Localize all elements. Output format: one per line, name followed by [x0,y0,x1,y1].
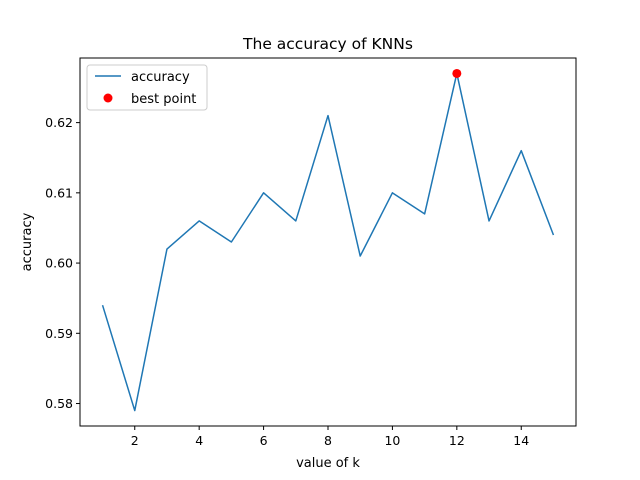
x-tick-label: 10 [384,433,400,448]
y-tick-label: 0.61 [45,185,73,200]
x-tick-label: 4 [195,433,203,448]
x-tick-label: 6 [260,433,268,448]
legend: accuracy best point [86,64,208,111]
legend-label-best-point: best point [131,92,196,107]
x-axis-label: value of k [296,456,360,471]
y-axis-label: accuracy [20,212,35,271]
y-tick-label: 0.60 [45,256,73,271]
x-axis: 2 4 6 8 10 12 14 [131,426,529,448]
y-tick-label: 0.62 [45,115,73,130]
y-tick-label: 0.59 [45,326,73,341]
best-point-marker [452,68,462,78]
y-tick-label: 0.58 [45,396,73,411]
plot-area [101,68,555,412]
legend-label-accuracy: accuracy [131,70,190,85]
series-line-accuracy [101,72,555,412]
y-axis: 0.58 0.59 0.60 0.61 0.62 [45,115,80,411]
x-tick-label: 12 [449,433,465,448]
x-tick-label: 8 [324,433,332,448]
x-tick-label: 2 [131,433,139,448]
x-tick-label: 14 [513,433,529,448]
legend-point-swatch [103,93,113,103]
chart-title: The accuracy of KNNs [242,35,413,53]
